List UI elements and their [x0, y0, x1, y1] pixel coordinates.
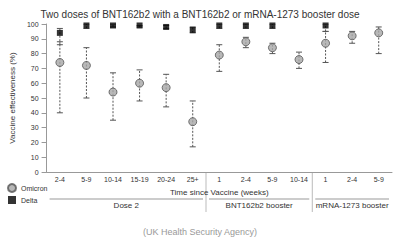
svg-text:2-4: 2-4: [241, 176, 251, 183]
svg-text:2-4: 2-4: [55, 176, 65, 183]
svg-text:25+: 25+: [187, 176, 199, 183]
svg-text:Vaccine effectiveness (%): Vaccine effectiveness (%): [8, 52, 17, 144]
svg-text:70: 70: [31, 65, 39, 72]
svg-text:80: 80: [31, 50, 39, 57]
svg-text:50: 50: [31, 95, 39, 102]
svg-text:Dose 2: Dose 2: [114, 201, 140, 210]
svg-text:5-9: 5-9: [81, 176, 91, 183]
svg-text:40: 40: [31, 109, 39, 116]
svg-text:20-24: 20-24: [157, 176, 175, 183]
svg-text:5-9: 5-9: [267, 176, 277, 183]
svg-text:mRNA-1273 booster: mRNA-1273 booster: [316, 201, 389, 210]
svg-text:5-9: 5-9: [374, 176, 384, 183]
svg-text:Time since Vaccine (weeks): Time since Vaccine (weeks): [170, 188, 269, 197]
svg-text:15-19: 15-19: [131, 176, 149, 183]
svg-text:30: 30: [31, 124, 39, 131]
svg-text:Omicron: Omicron: [21, 185, 48, 192]
svg-text:10-14: 10-14: [104, 176, 122, 183]
svg-text:Delta: Delta: [21, 197, 37, 204]
svg-text:BNT162b2 booster: BNT162b2 booster: [226, 201, 293, 210]
svg-text:10: 10: [31, 154, 39, 161]
svg-text:1: 1: [217, 176, 221, 183]
svg-text:0: 0: [35, 169, 39, 176]
svg-text:100: 100: [27, 21, 39, 28]
svg-text:10-14: 10-14: [290, 176, 308, 183]
svg-text:(UK Health Security Agency): (UK Health Security Agency): [143, 227, 257, 237]
svg-text:20: 20: [31, 139, 39, 146]
svg-text:90: 90: [31, 35, 39, 42]
svg-text:1: 1: [324, 176, 328, 183]
svg-text:60: 60: [31, 80, 39, 87]
svg-text:Two doses of BNT162b2 with a B: Two doses of BNT162b2 with a BNT162b2 or…: [40, 9, 359, 20]
svg-text:2-4: 2-4: [347, 176, 357, 183]
